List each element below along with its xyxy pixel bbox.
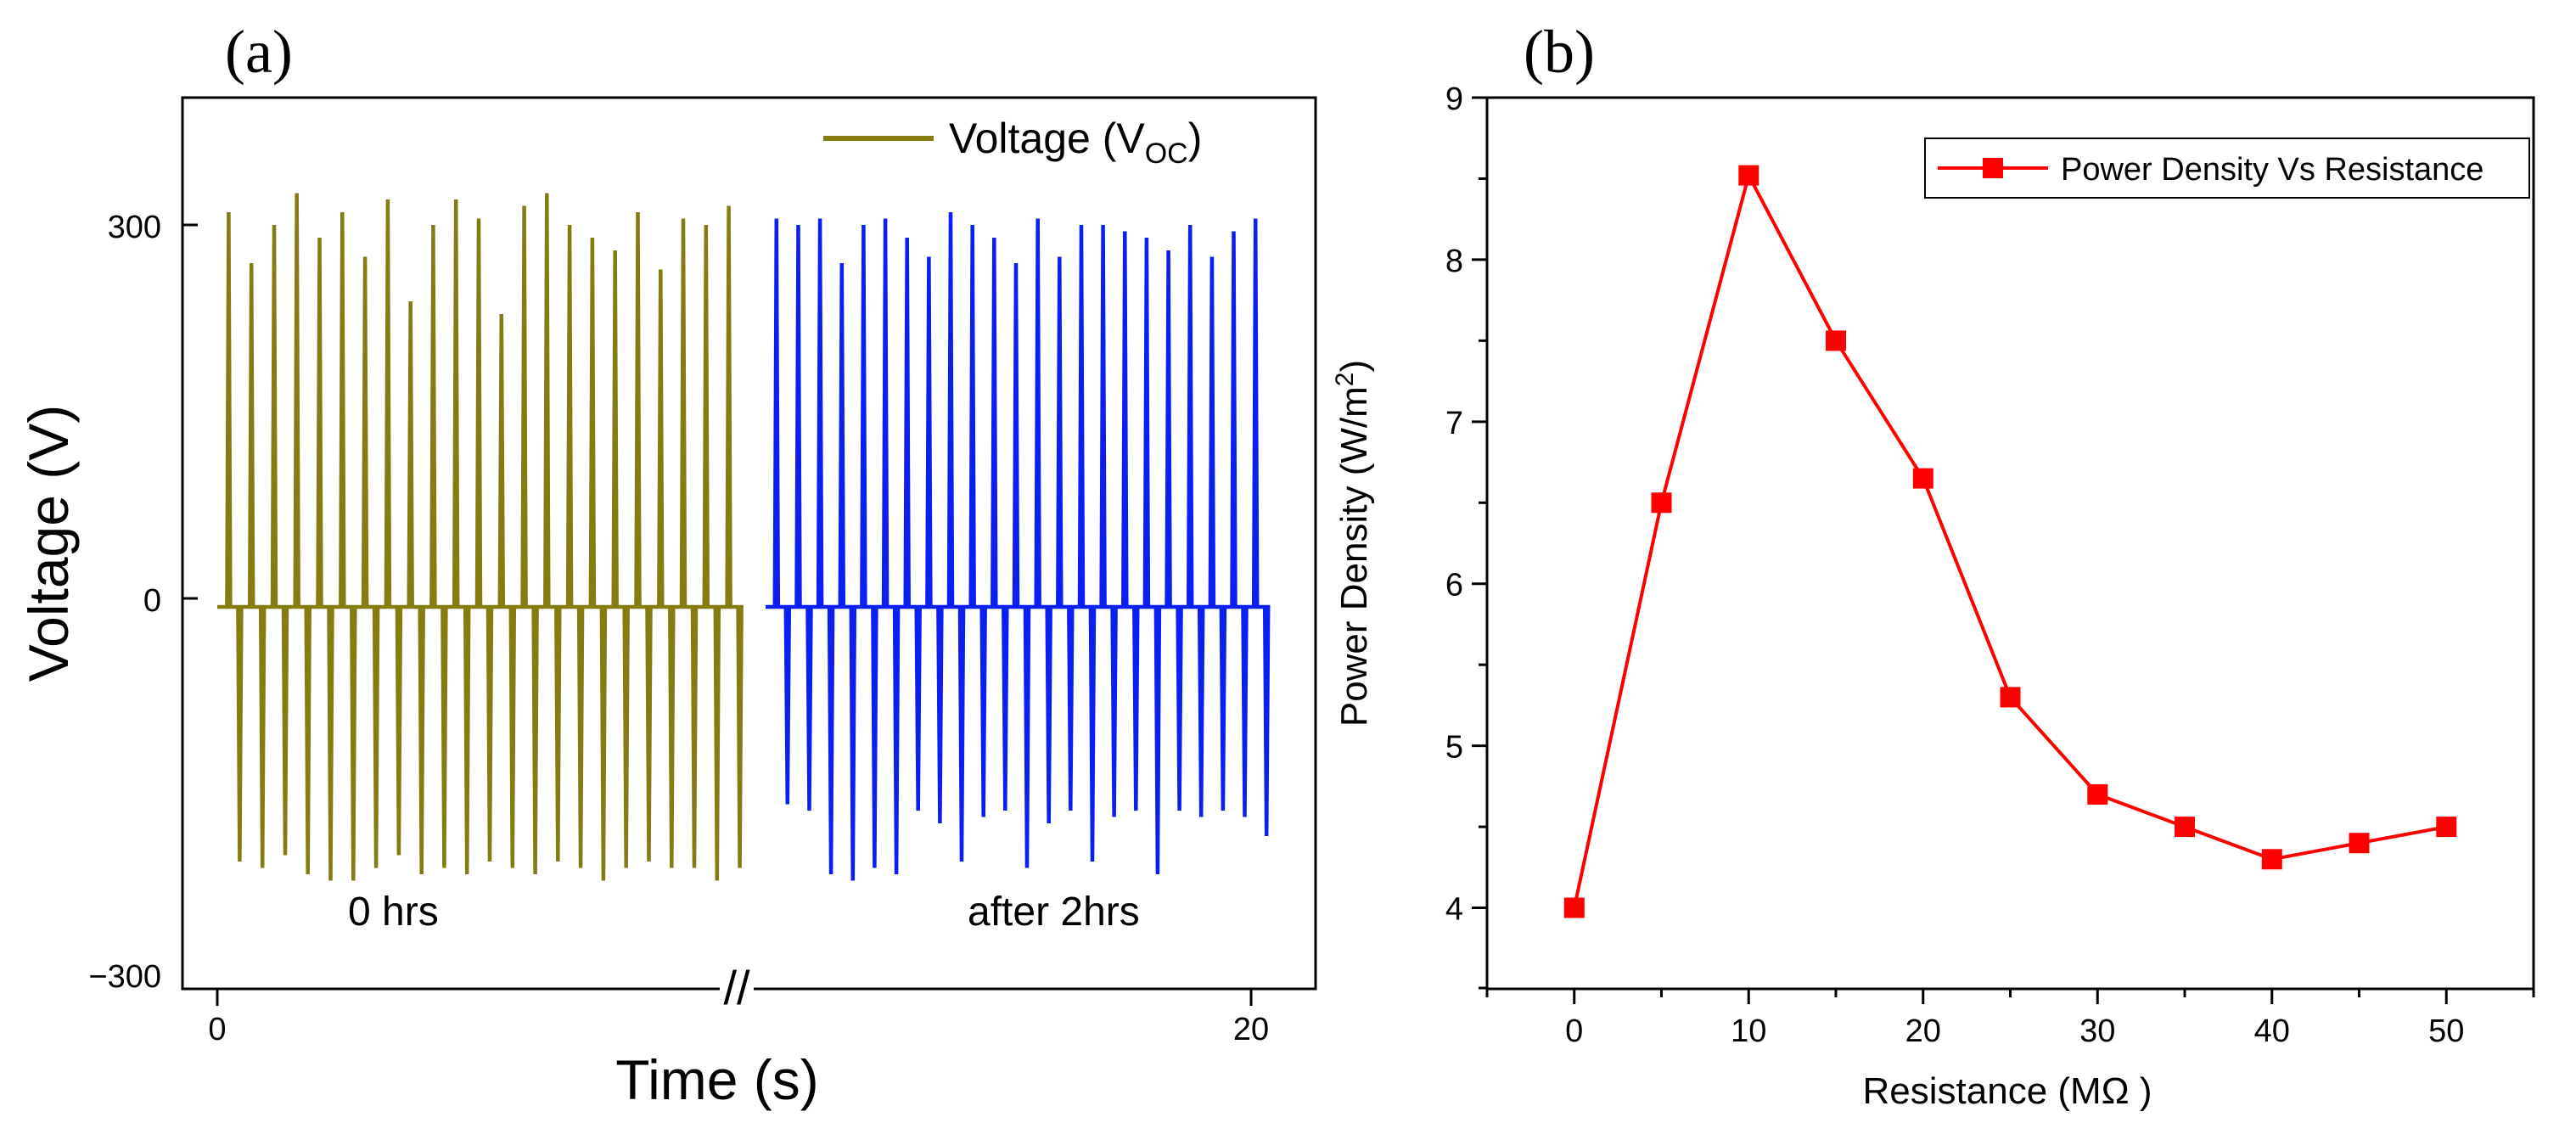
b-x-tick-label-0: 0 <box>1565 1013 1583 1049</box>
b-y-tick-label-4: 4 <box>1445 892 1463 928</box>
x-axis-title-resistance: Resistance (MΩ ) <box>1863 1070 2152 1112</box>
data-point-45 <box>2349 833 2370 854</box>
x-axis-title: Time (s) <box>615 1048 819 1111</box>
b-y-tick-label-7: 7 <box>1445 406 1463 441</box>
x-tick-label-0: 0 <box>208 1012 226 1047</box>
y-tick-label-neg300: −300 <box>88 959 161 995</box>
b-x-tick-label-40: 40 <box>2254 1013 2290 1049</box>
data-point-40 <box>2261 849 2282 870</box>
voltage-traces <box>217 193 1271 881</box>
x-tick-label-20: 20 <box>1233 1012 1269 1047</box>
b-x-tick-label-10: 10 <box>1731 1013 1766 1049</box>
data-point-5 <box>1651 492 1672 514</box>
legend-marker-square <box>1983 158 2003 178</box>
annotation-0-hrs: 0 hrs <box>348 890 439 935</box>
panel-a-label: (a) <box>225 18 293 86</box>
b-x-tick-label-20: 20 <box>1905 1013 1941 1049</box>
b-x-tick-label-30: 30 <box>2079 1013 2115 1049</box>
voltage-trace-after-2hrs <box>766 211 1271 881</box>
y-axis-title: Voltage (V) <box>17 405 80 682</box>
data-point-20 <box>1912 468 1933 489</box>
y-axis-title-power-density: Power Density (W/m2) <box>1331 360 1375 727</box>
panel-b-legend: Power Density Vs Resistance <box>1924 138 2530 199</box>
panel-b-y-ticks: 4 5 6 7 8 9 <box>1445 81 1487 990</box>
axis-break-mark: // <box>723 961 750 1014</box>
y-tick-label-0: 0 <box>143 583 161 619</box>
b-y-tick-label-8: 8 <box>1445 244 1463 279</box>
y-tick-label-300: 300 <box>108 210 161 245</box>
panel-a-voltage-chart: (a) // 300 0 −300 0 20 Time (s) Voltage … <box>17 18 1317 1111</box>
data-point-10 <box>1738 165 1759 186</box>
panel-b-x-ticks: 0 10 20 30 40 50 <box>1485 989 2535 1049</box>
annotation-after-2hrs: after 2hrs <box>968 890 1140 935</box>
power-density-line <box>1572 171 2447 908</box>
b-y-tick-label-9: 9 <box>1445 81 1463 117</box>
voltage-trace-0-hrs <box>217 193 744 881</box>
panel-a-legend: Voltage (VOC) <box>823 115 1202 170</box>
power-density-series <box>1563 165 2457 918</box>
b-y-tick-label-5: 5 <box>1445 730 1463 766</box>
legend-label-voltage: Voltage (VOC) <box>949 115 1202 170</box>
data-point-35 <box>2175 817 2195 838</box>
data-point-30 <box>2087 783 2108 805</box>
data-point-50 <box>2436 817 2457 838</box>
panel-b-label: (b) <box>1524 18 1595 86</box>
b-x-tick-label-50: 50 <box>2428 1013 2464 1049</box>
data-point-0 <box>1563 897 1585 918</box>
axis-break-gap <box>720 974 754 1003</box>
data-point-25 <box>2000 687 2021 708</box>
panel-b-axes-frame <box>1485 96 2535 991</box>
b-y-tick-label-6: 6 <box>1445 568 1463 603</box>
data-point-15 <box>1826 330 1846 351</box>
legend-label-power-density: Power Density Vs Resistance <box>2061 152 2483 188</box>
